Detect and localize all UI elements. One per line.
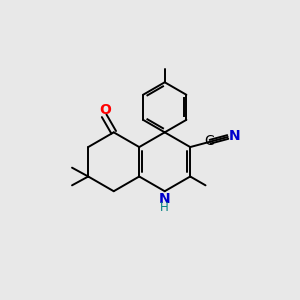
Text: C: C bbox=[204, 134, 214, 148]
Text: N: N bbox=[228, 129, 240, 143]
Text: H: H bbox=[160, 201, 169, 214]
Text: O: O bbox=[99, 103, 111, 118]
Text: N: N bbox=[159, 193, 170, 206]
